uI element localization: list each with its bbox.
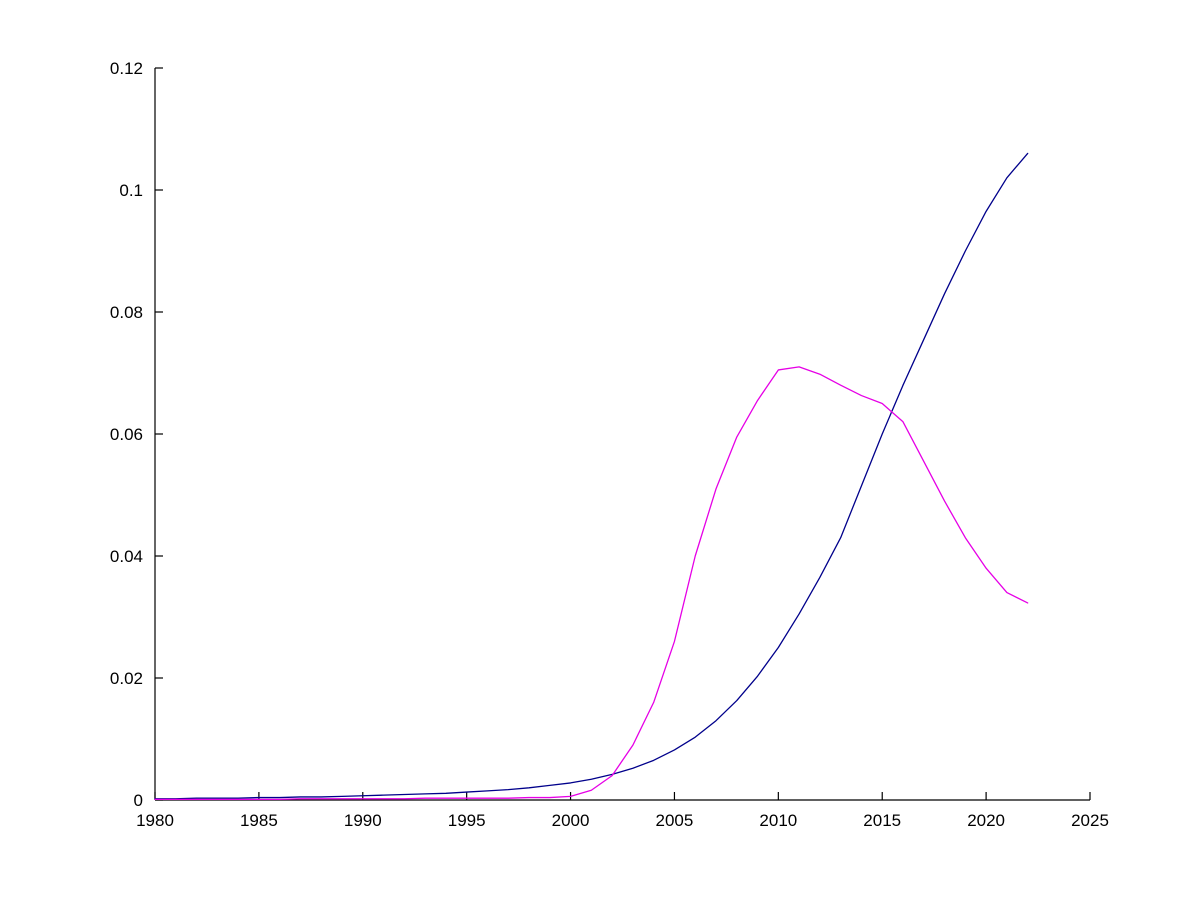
axes-layer xyxy=(154,67,1091,801)
x-tick-label: 1995 xyxy=(448,811,486,830)
x-tick-label: 2010 xyxy=(759,811,797,830)
y-tick-label: 0.08 xyxy=(110,303,143,322)
y-tick-label: 0 xyxy=(134,791,143,810)
series-layer xyxy=(154,152,1029,801)
y-tick-label: 0.06 xyxy=(110,425,143,444)
labels-layer: 1980 1985 1990 1995 2000 2005 2010 2015 2020 2025… xyxy=(110,59,1109,830)
x-tick-label: 1985 xyxy=(240,811,278,830)
x-tick-label: 2000 xyxy=(552,811,590,830)
x-tick-label: 2025 xyxy=(1071,811,1109,830)
x-tick-label: 2005 xyxy=(656,811,694,830)
x-tick-label: 2015 xyxy=(863,811,901,830)
y-tick-label: 0.04 xyxy=(110,547,143,566)
y-tick-label: 0.02 xyxy=(110,669,143,688)
x-tick-label: 2020 xyxy=(967,811,1005,830)
series-line-magenta-peaked-series xyxy=(154,366,1029,801)
series-line-blue-rising-series xyxy=(154,152,1029,800)
x-tick-label: 1990 xyxy=(344,811,382,830)
x-tick-label: 1980 xyxy=(136,811,174,830)
y-tick-label: 0.1 xyxy=(119,181,143,200)
y-tick-label: 0.12 xyxy=(110,59,143,78)
